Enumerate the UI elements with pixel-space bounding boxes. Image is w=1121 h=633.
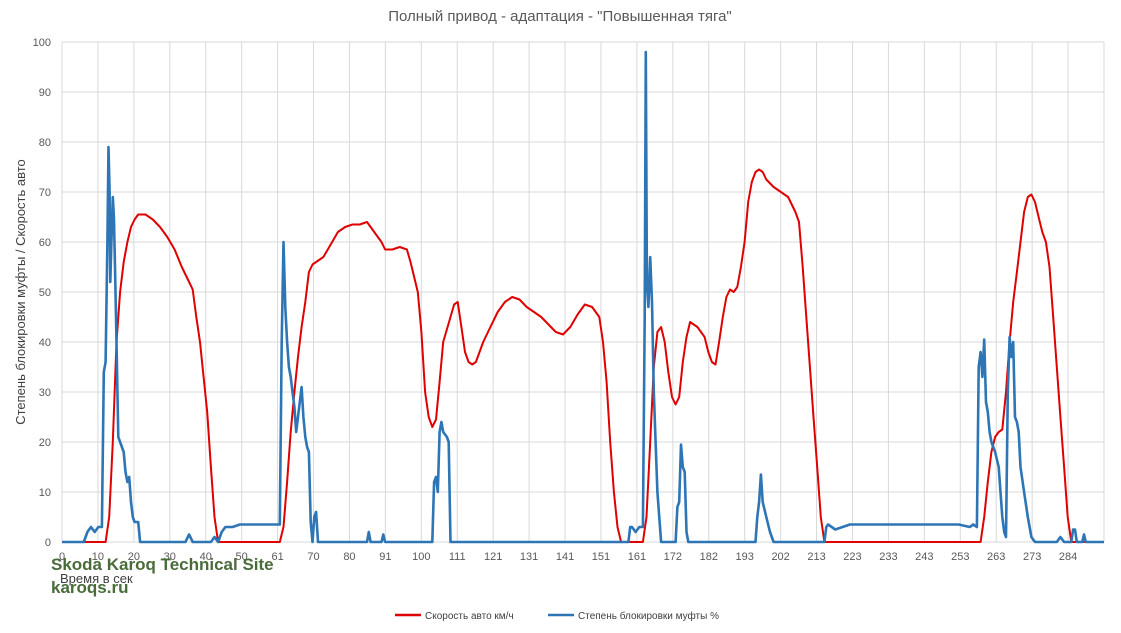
x-tick-label: 30: [164, 551, 176, 563]
series-line-speed: [62, 168, 1104, 543]
x-tick-label: 151: [592, 551, 610, 563]
x-tick-label: 243: [915, 551, 933, 563]
x-tick-label: 61: [271, 551, 283, 563]
x-tick-label: 284: [1059, 551, 1077, 563]
legend-label-speed: Скорость авто км/ч: [425, 611, 514, 622]
x-tick-label: 0: [59, 551, 65, 563]
x-tick-label: 263: [987, 551, 1005, 563]
x-tick-label: 182: [700, 551, 718, 563]
x-tick-label: 100: [412, 551, 430, 563]
x-tick-label: 223: [843, 551, 861, 563]
x-tick-label: 172: [664, 551, 682, 563]
y-axis-title: Степень блокировки муфты / Скорость авто: [13, 159, 28, 425]
x-tick-labels: 0 10 20 30 40 50 61 70 80 91 100 111 121 131 141 151 161…: [59, 551, 1077, 563]
grid: [61, 41, 1105, 543]
y-tick-label: 40: [39, 337, 51, 349]
x-tick-label: 70: [307, 551, 319, 563]
y-tick-label: 50: [39, 287, 51, 299]
series-line-lock: [62, 50, 1104, 544]
x-tick-label: 131: [520, 551, 538, 563]
x-tick-label: 253: [951, 551, 969, 563]
y-tick-label: 10: [39, 487, 51, 499]
legend: Скорость авто км/ч Степень блокировки муф…: [395, 610, 719, 622]
x-tick-label: 111: [449, 551, 466, 563]
watermark-site-name: Skoda Karoq Technical Site: [51, 555, 274, 574]
y-tick-label: 90: [39, 87, 51, 99]
y-tick-label: 100: [33, 37, 51, 49]
x-tick-label: 50: [236, 551, 248, 563]
x-tick-label: 91: [379, 551, 391, 563]
y-tick-label: 20: [39, 437, 51, 449]
x-tick-label: 10: [92, 551, 104, 563]
y-tick-label: 70: [39, 187, 51, 199]
y-tick-label: 0: [45, 537, 51, 549]
x-tick-label: 40: [200, 551, 212, 563]
x-tick-label: 80: [343, 551, 355, 563]
x-tick-label: 273: [1023, 551, 1041, 563]
y-tick-label: 60: [39, 237, 51, 249]
watermark-site-url: karoqs.ru: [51, 578, 128, 597]
x-tick-label: 202: [771, 551, 789, 563]
x-tick-label: 20: [128, 551, 140, 563]
x-tick-label: 141: [556, 551, 574, 563]
x-axis-title: Время в сек: [60, 571, 133, 586]
y-tick-label: 30: [39, 387, 51, 399]
y-tick-label: 80: [39, 137, 51, 149]
legend-label-lock: Степень блокировки муфты %: [578, 610, 719, 622]
x-tick-label: 121: [484, 551, 502, 563]
x-tick-label: 233: [879, 551, 897, 563]
x-tick-label: 161: [628, 551, 646, 563]
chart-title: Полный привод - адаптация - "Повышенная …: [388, 8, 732, 25]
y-tick-labels: 0 10 20 30 40 50 60 70 80 90 100: [33, 37, 51, 549]
x-tick-label: 213: [807, 551, 825, 563]
x-tick-label: 193: [736, 551, 754, 563]
series-layer: [62, 50, 1104, 544]
